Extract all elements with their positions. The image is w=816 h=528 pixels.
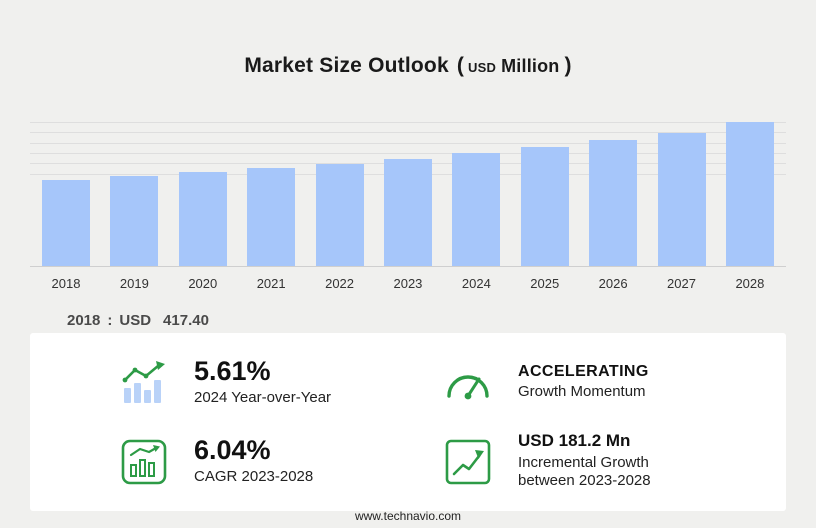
x-axis-label-2026: 2026 xyxy=(598,276,628,291)
bar-chart-growth-icon xyxy=(118,360,170,406)
title-paren-open: ( xyxy=(456,54,465,78)
stat-label-cagr: CAGR 2023-2028 xyxy=(194,468,314,486)
chart-plot-area xyxy=(30,121,786,267)
bar-2028 xyxy=(725,121,774,266)
stat-value-yoy: 5.61% xyxy=(194,355,271,386)
stat-value-cagr: 6.04% xyxy=(194,434,271,465)
x-axis-label-2018: 2018 xyxy=(51,276,81,291)
stat-label-incremental: Incremental Growth xyxy=(518,453,649,471)
stat-value-momentum: ACCELERATING xyxy=(518,362,649,380)
gridline xyxy=(30,122,786,123)
bar-2021 xyxy=(247,168,296,266)
page-title: Market Size Outlook (USD Million) xyxy=(0,54,816,78)
speedometer-icon xyxy=(442,365,494,401)
x-axis-label-2021: 2021 xyxy=(256,276,286,291)
base-year-annotation: 2018: USD 417.40 xyxy=(67,312,209,329)
gridline xyxy=(30,142,786,144)
x-axis-label-2024: 2024 xyxy=(461,276,491,291)
stat-cagr: 6.04% CAGR 2023-2028 xyxy=(118,434,442,487)
stat-text: 6.04% CAGR 2023-2028 xyxy=(194,434,314,487)
footer-link[interactable]: www.technavio.com xyxy=(354,509,462,523)
title-unit-currency: USD xyxy=(468,60,497,76)
incremental-growth-icon xyxy=(442,438,494,486)
annotation-currency: USD xyxy=(119,312,152,329)
stat-growth-momentum: ACCELERATING Growth Momentum xyxy=(442,363,766,402)
x-axis-labels: 2018 2019 2020 2021 2022 2023 2024 2025 2026 2027… xyxy=(30,276,786,291)
bar-2024 xyxy=(452,153,501,266)
cagr-chart-icon xyxy=(118,438,170,486)
bar-2022 xyxy=(315,164,364,266)
stat-value-incremental: USD 181.2 Mn xyxy=(518,430,631,450)
stat-label-momentum: Growth Momentum xyxy=(518,383,646,401)
stat-label-yoy: 2024 Year-over-Year xyxy=(194,389,332,407)
x-axis-label-2020: 2020 xyxy=(188,276,218,291)
bar-2027 xyxy=(657,132,706,266)
x-axis-label-2023: 2023 xyxy=(393,276,423,291)
bar-2025 xyxy=(520,146,569,266)
bar-2019 xyxy=(110,176,159,266)
bar-2018 xyxy=(42,179,90,266)
annotation-year: 2018 xyxy=(67,312,101,329)
x-axis-label-2022: 2022 xyxy=(325,276,355,291)
bar-2023 xyxy=(383,159,432,266)
x-axis-label-2027: 2027 xyxy=(667,276,696,291)
title-paren-close: ) xyxy=(564,54,572,78)
bar-2026 xyxy=(589,140,638,266)
title-main: Market Size Outlook xyxy=(244,54,449,78)
stat-label-incremental-2: between 2023-2028 xyxy=(518,472,651,490)
stat-text: ACCELERATING Growth Momentum xyxy=(518,363,649,402)
gridline xyxy=(30,153,786,155)
annotation-value: 417.40 xyxy=(163,312,209,329)
gridline xyxy=(30,132,786,134)
x-axis-label-2028: 2028 xyxy=(735,276,765,291)
stat-yoy-growth: 5.61% 2024 Year-over-Year xyxy=(118,355,442,408)
x-axis-label-2019: 2019 xyxy=(119,276,149,291)
bar-2020 xyxy=(178,172,227,266)
stat-text: USD 181.2 Mn Incremental Growth between … xyxy=(518,430,651,491)
stat-incremental-growth: USD 181.2 Mn Incremental Growth between … xyxy=(442,430,766,491)
title-unit-scale: Million xyxy=(501,56,560,77)
stats-panel: 5.61% 2024 Year-over-Year ACCELERATING G… xyxy=(30,333,786,511)
annotation-separator: : xyxy=(107,312,113,329)
x-axis-label-2025: 2025 xyxy=(530,276,560,291)
stat-text: 5.61% 2024 Year-over-Year xyxy=(194,355,332,408)
bar-chart: 2018 2019 2020 2021 2022 2023 2024 2025 2026 2027… xyxy=(30,121,786,291)
